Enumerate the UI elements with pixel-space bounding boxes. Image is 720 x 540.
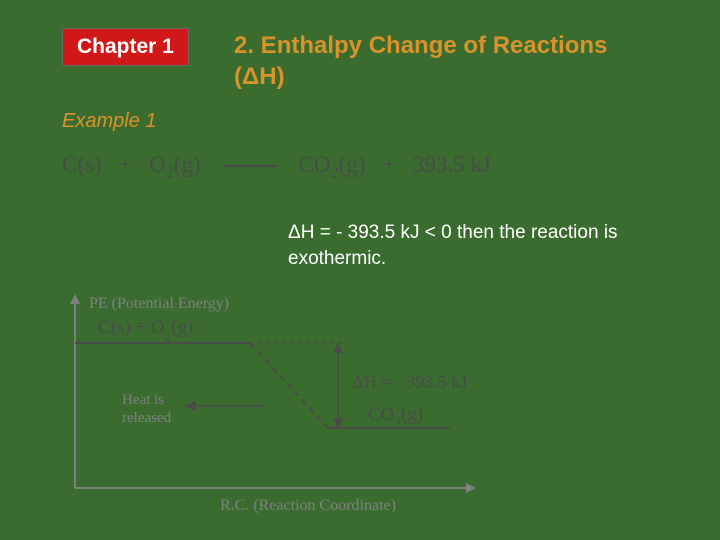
reactant-1: C(s) xyxy=(62,152,102,177)
svg-text:ΔH = - 393.5 kJ: ΔH = - 393.5 kJ xyxy=(352,372,467,392)
svg-text:PE (Potential Energy): PE (Potential Energy) xyxy=(89,295,229,312)
reactant-2: O2(g) xyxy=(149,152,201,177)
svg-text:released: released xyxy=(122,410,172,426)
explanation-text: ΔH = - 393.5 kJ < 0 then the reaction is… xyxy=(288,220,668,271)
energy-diagram: PE (Potential Energy) R.C. (Reaction Coor… xyxy=(50,288,490,528)
reaction-arrow-icon xyxy=(223,165,277,167)
example-label: Example 1 xyxy=(62,110,157,133)
chapter-badge: Chapter 1 xyxy=(62,28,189,66)
plus-2: + xyxy=(383,152,396,177)
svg-text:Heat is: Heat is xyxy=(122,392,164,408)
svg-text:R.C. (Reaction Coordinate): R.C. (Reaction Coordinate) xyxy=(220,497,396,514)
product-1: CO2(g) xyxy=(299,152,366,177)
svg-text:CO2(g): CO2(g) xyxy=(368,404,423,431)
section-title: 2. Enthalpy Change of Reactions (ΔH) xyxy=(234,30,634,92)
plus-1: + xyxy=(119,152,132,177)
svg-text:C(s) + O2(g): C(s) + O2(g) xyxy=(98,317,193,344)
reaction-equation: C(s) + O2(g) CO2(g) + 393.5 kJ xyxy=(62,152,491,183)
energy-released: 393.5 kJ xyxy=(413,152,491,177)
